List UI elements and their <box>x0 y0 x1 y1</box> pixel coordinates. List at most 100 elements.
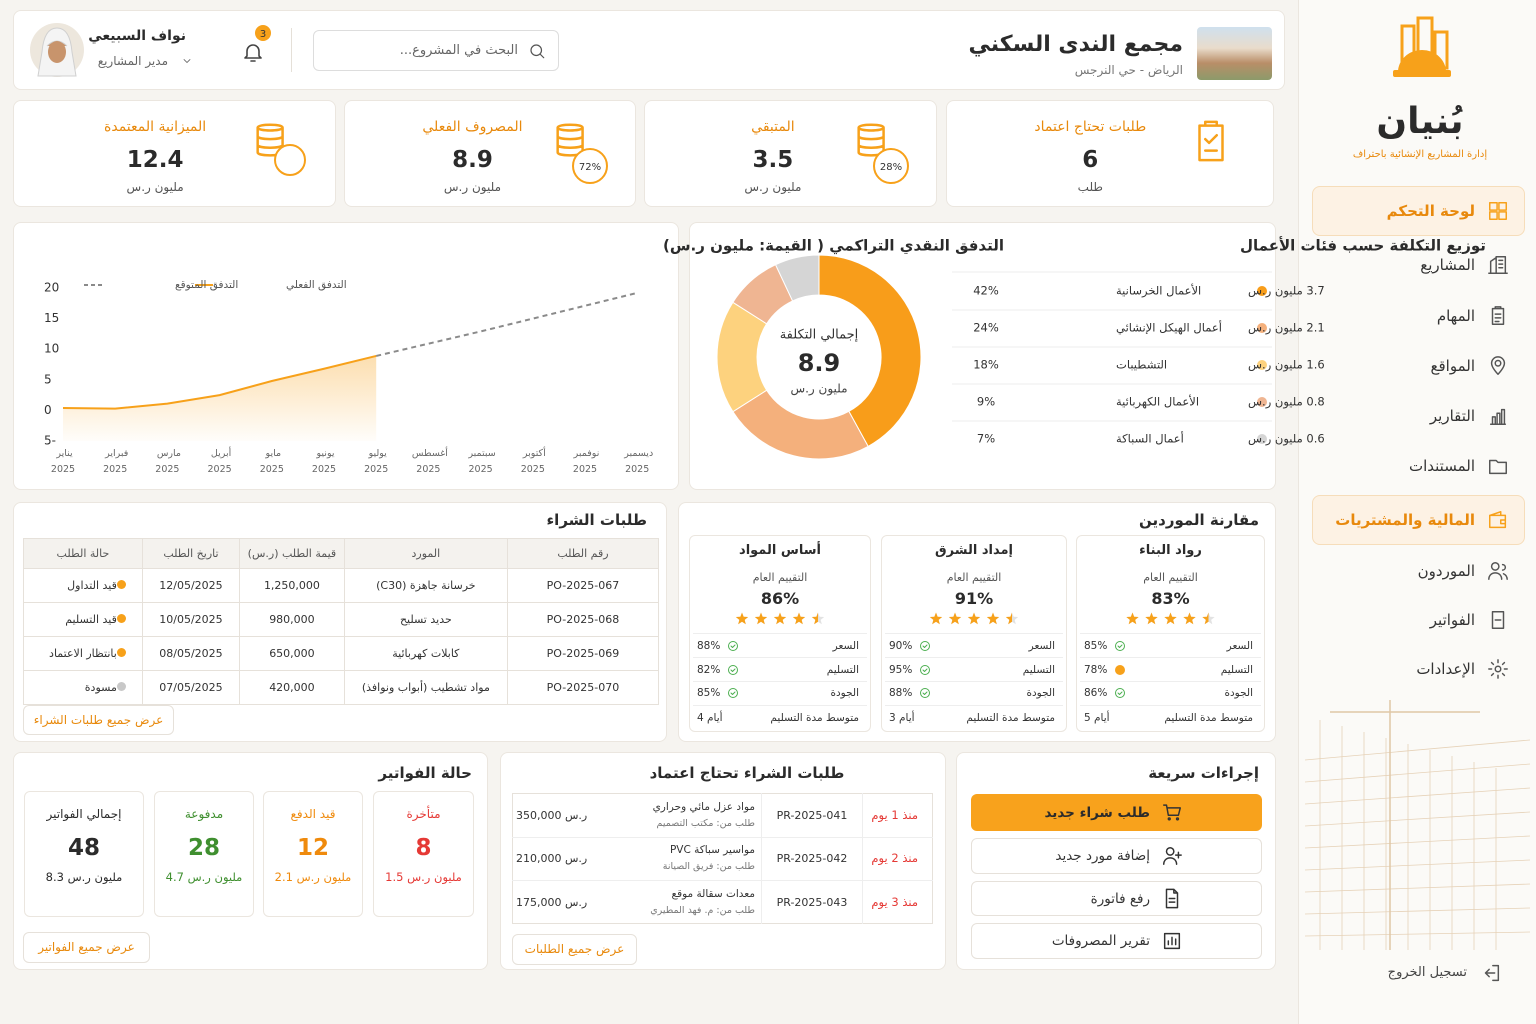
request-requester: طلب من: مكتب التصميم <box>656 818 755 829</box>
button-label[interactable]: عرض جميع الطلبات <box>524 942 625 956</box>
row-divider <box>1080 657 1261 658</box>
cell-text: PO-2025-067 <box>546 579 620 592</box>
metric-label: التسليم <box>826 664 859 676</box>
table-cell: 10/05/2025 <box>141 602 241 637</box>
chart-card <box>689 222 1276 490</box>
metric-value: 90% <box>889 640 913 652</box>
project-location: الرياض - حي النرجس <box>1074 63 1183 77</box>
kpi-value: 8.9 <box>452 146 493 173</box>
nav-item[interactable]: الموردون <box>1417 561 1475 580</box>
logout[interactable]: تسجيل الخروج <box>1387 965 1467 980</box>
table-cell: مسودة <box>23 670 143 705</box>
nav-item[interactable]: التقارير <box>1429 406 1475 425</box>
cell-text: 980,000 <box>269 613 315 626</box>
table-cell: 1,250,000 <box>239 568 345 603</box>
action-button[interactable] <box>971 923 1262 959</box>
column-header: تاريخ الطلب <box>141 538 241 569</box>
metric-label: التسليم <box>1022 664 1055 676</box>
nav-item[interactable]: المستندات <box>1408 456 1475 475</box>
column-header: المورد <box>343 538 508 569</box>
action-label[interactable]: طلب شراء جديد <box>1044 804 1150 821</box>
kpi-unit: مليون ر.س <box>126 180 184 194</box>
kpi-value: 3.5 <box>752 146 794 173</box>
button[interactable] <box>23 932 150 963</box>
section-title: مقارنة الموردين <box>1139 510 1259 529</box>
action-label[interactable]: رفع فاتورة <box>1090 890 1150 907</box>
search-box[interactable] <box>313 30 559 71</box>
row-divider <box>885 705 1063 706</box>
action-button[interactable] <box>971 881 1262 916</box>
request-item: مواد عزل مائي وحراري <box>652 801 755 813</box>
table-cell: مواد تشطيب (أبواب ونوافذ) <box>343 670 508 705</box>
supplier-name: أساس المواد <box>739 543 821 558</box>
nav-item[interactable]: المالية والمشتريات <box>1335 510 1475 529</box>
invoice-card <box>263 791 363 917</box>
request-id: PR-2025-041 <box>776 808 848 822</box>
table-cell: 420,000 <box>239 670 345 705</box>
row-divider <box>1080 681 1261 682</box>
invoice-card <box>373 791 474 917</box>
cell-text: بانتظار الاعتماد <box>49 647 117 660</box>
cell-text: قيمة الطلب (ر.س) <box>247 547 337 560</box>
button[interactable] <box>512 934 637 965</box>
table-cell: قيد التسليم <box>23 602 143 637</box>
table-cell: بانتظار الاعتماد <box>23 636 143 671</box>
nav-item[interactable]: الفواتير <box>1429 610 1475 629</box>
overall-label: التقييم العام <box>752 570 808 584</box>
cell-text: PO-2025-070 <box>546 681 620 694</box>
cell-text: حديد تسليح <box>399 613 452 626</box>
action-label[interactable]: إضافة مورد جديد <box>1055 848 1150 864</box>
cell-text: 07/05/2025 <box>159 681 223 694</box>
row-divider <box>512 880 933 881</box>
metric-value: 85% <box>697 687 721 699</box>
invoice-amount: 4.7 مليون ر.س <box>165 869 243 884</box>
request-item: مواسير سباكة PVC <box>669 844 755 856</box>
table-row: PO-2025-070 مواد تشطيب (أبواب ونوافذ) 420,… <box>23 670 660 705</box>
kpi-card <box>344 100 636 207</box>
nav-item[interactable]: المهام <box>1436 306 1475 325</box>
action-button[interactable] <box>971 794 1262 831</box>
approvals-table <box>512 793 933 924</box>
nav-item[interactable]: الإعدادات <box>1416 659 1475 678</box>
invoice-count: 28 <box>187 834 220 861</box>
cell-text: 08/05/2025 <box>159 647 223 660</box>
header-row: رقم الطلب المورد قيمة الطلب (ر.س) تاريخ الط… <box>23 538 660 569</box>
button-label[interactable]: عرض جميع طلبات الشراء <box>33 713 164 727</box>
row-divider <box>885 681 1063 682</box>
divider <box>291 28 292 72</box>
nav-item[interactable]: المواقع <box>1430 356 1475 375</box>
cell-text: قيد التداول <box>67 579 117 592</box>
nav-item[interactable]: لوحة التحكم <box>1386 201 1475 220</box>
status-dot <box>116 682 126 691</box>
cell-text: مواد تشطيب (أبواب ونوافذ) <box>361 681 490 694</box>
request-requester: طلب من: م. فهد المطيري <box>650 905 755 916</box>
metric-label: الجودة <box>1224 687 1254 699</box>
action-button[interactable] <box>971 838 1262 874</box>
invoice-card <box>154 791 254 917</box>
request-age: منذ 2 يوم <box>871 850 918 865</box>
metric-label: السعر <box>1028 640 1055 652</box>
cell-text: 10/05/2025 <box>159 613 223 626</box>
column-header: قيمة الطلب (ر.س) <box>239 538 345 569</box>
cell-text: 420,000 <box>269 681 315 694</box>
invoice-label: إجمالي الفواتير <box>46 807 122 821</box>
invoice-amount: 8.3 مليون ر.س <box>45 869 123 884</box>
button[interactable] <box>23 705 174 735</box>
request-age: منذ 1 يوم <box>871 807 918 822</box>
nav-item[interactable]: المشاريع <box>1420 255 1475 274</box>
kpi-title: الميزانية المعتمدة <box>104 118 207 135</box>
cell-text: مسودة <box>84 681 117 694</box>
table-cell: 12/05/2025 <box>141 568 241 603</box>
action-label[interactable]: تقرير المصروفات <box>1051 933 1150 949</box>
delivery-value: 3 أيام <box>889 712 915 724</box>
table-cell: 08/05/2025 <box>141 636 241 671</box>
kpi-unit: طلب <box>1077 180 1103 194</box>
button-label[interactable]: عرض جميع الفواتير <box>38 940 135 954</box>
invoice-count: 12 <box>296 834 329 861</box>
table-row: PO-2025-067 خرسانة جاهزة (C30) 1,250,000 12… <box>23 568 660 603</box>
delivery-value: 4 أيام <box>697 712 723 724</box>
table-cell: PO-2025-069 <box>506 636 660 671</box>
